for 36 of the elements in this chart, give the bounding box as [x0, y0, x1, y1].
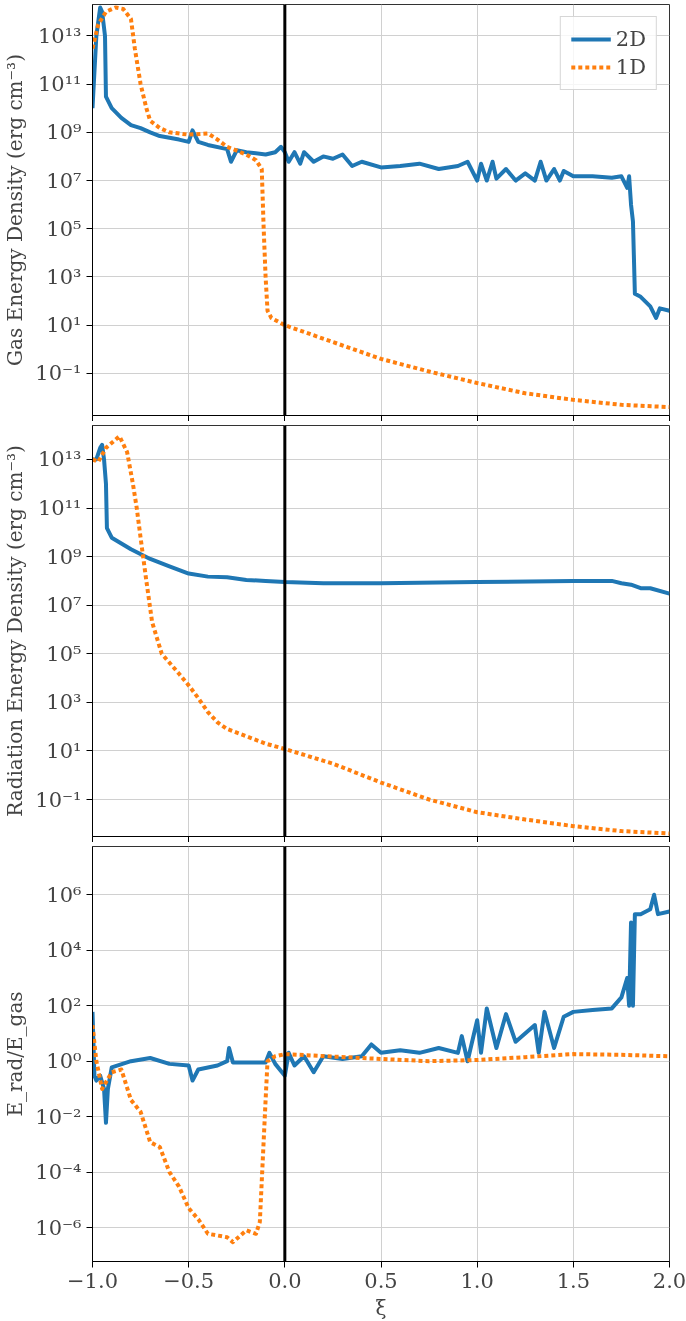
y-tick-label: 10⁵: [46, 641, 82, 666]
y-tick-label: 10⁹: [46, 544, 82, 569]
y-tick-label: 10⁻⁴: [35, 1160, 82, 1185]
y-tick-label: 10⁰: [46, 1049, 82, 1074]
x-tick-label: 1.0: [460, 1268, 494, 1293]
y-tick-label: 10⁵: [46, 216, 82, 241]
y-tick-label: 10¹¹: [37, 72, 82, 97]
x-axis-title: ξ: [375, 1295, 387, 1320]
legend-label: 1D: [615, 55, 646, 79]
x-tick-label: −1.0: [67, 1268, 118, 1293]
y-tick-label: 10⁴: [46, 938, 82, 963]
x-tick-label: 0.0: [268, 1268, 302, 1293]
y-axis-title: E_rad/E_gas: [3, 991, 28, 1117]
y-tick-label: 10⁻¹: [35, 361, 82, 386]
y-tick-label: 10³: [46, 264, 82, 289]
y-tick-label: 10¹³: [37, 447, 82, 472]
y-axis-title: Gas Energy Density (erg cm⁻³): [3, 54, 28, 366]
y-tick-label: 10¹: [46, 738, 82, 763]
y-tick-label: 10⁻²: [35, 1104, 82, 1129]
y-tick-label: 10¹³: [37, 23, 82, 48]
x-tick-label: 0.5: [364, 1268, 398, 1293]
y-tick-label: 10²: [46, 993, 82, 1018]
x-tick-label: 2.0: [652, 1268, 686, 1293]
y-tick-label: 10⁻¹: [35, 787, 82, 812]
y-tick-label: 10⁹: [46, 120, 82, 145]
legend-label: 2D: [615, 27, 646, 51]
y-tick-label: 10³: [46, 690, 82, 715]
y-tick-label: 10⁷: [46, 593, 82, 618]
y-tick-label: 10¹: [46, 313, 82, 338]
y-axis-title: Radiation Energy Density (erg cm⁻³): [3, 445, 28, 817]
y-tick-label: 10⁶: [46, 882, 82, 907]
x-tick-label: −0.5: [163, 1268, 215, 1293]
x-tick-label: 1.5: [556, 1268, 591, 1293]
y-tick-label: 10⁷: [46, 168, 82, 193]
y-tick-label: 10⁻⁶: [35, 1215, 82, 1240]
y-tick-label: 10¹¹: [37, 496, 82, 521]
